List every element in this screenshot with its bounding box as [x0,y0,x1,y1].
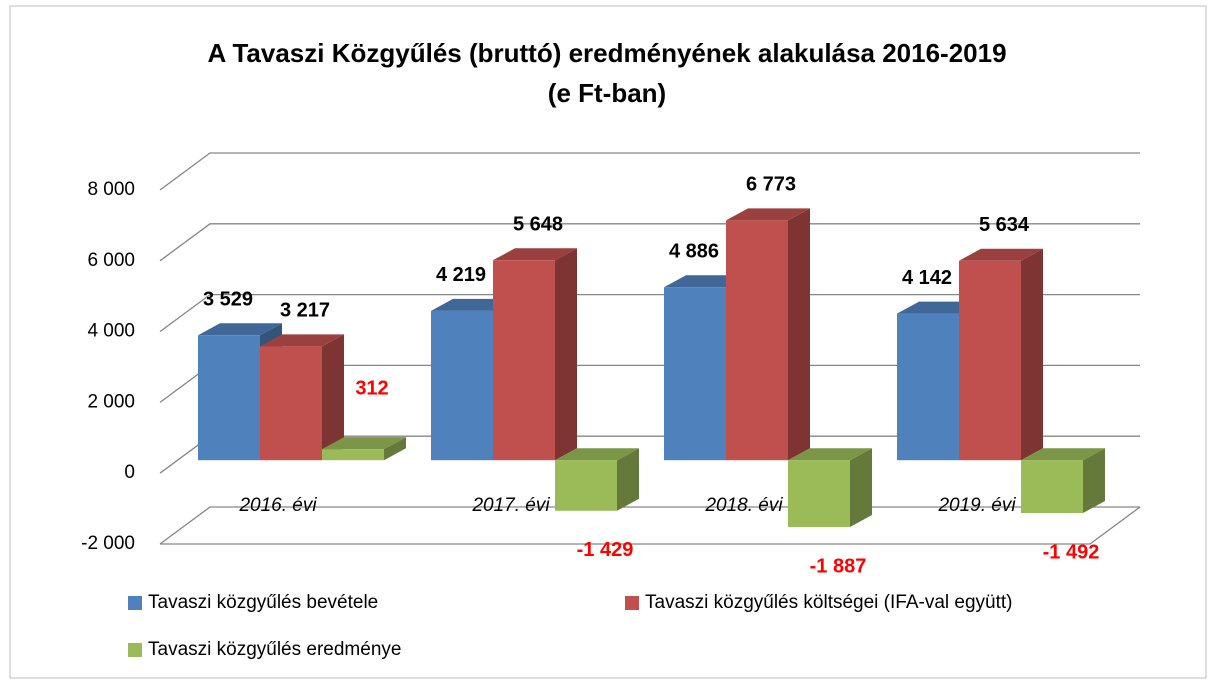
bar-top [322,437,406,450]
data-label: -1 429 [577,539,634,561]
grid-line [159,152,1140,191]
y-tick-label: 6 000 [87,250,135,271]
bar-side [555,248,577,461]
data-label: 5 648 [513,214,563,236]
data-label: 4 219 [436,264,486,286]
data-label: 4 886 [669,241,719,263]
bar-top [260,334,344,347]
bar-side [1021,248,1043,461]
bar [726,220,788,461]
y-tick-label: 4 000 [87,321,135,342]
bar-top [493,248,577,261]
legend-swatch [128,643,142,657]
data-label: 5 634 [979,214,1030,236]
data-label: 3 529 [203,289,253,311]
bar [198,335,260,461]
x-tick-label: 2016. évi [238,495,317,516]
legend-label: Tavaszi közgyűlés eredménye [148,639,401,660]
data-label: -1 887 [810,555,867,577]
bar [431,310,493,461]
legend-label: Tavaszi közgyűlés költségei (IFA-val egy… [645,592,1013,613]
bar [260,346,322,461]
data-label: -1 492 [1043,541,1100,563]
bar-top [726,208,810,221]
legend-swatch [128,596,142,610]
legend-label: Tavaszi közgyűlés bevétele [148,592,378,613]
grid-line [160,506,1141,545]
bar-side [850,448,872,527]
x-tick-label: 2018. évi [704,495,783,516]
bar-side [1083,448,1105,514]
bar-top [1021,448,1105,461]
bar [322,449,384,461]
bar [1021,460,1083,514]
data-label: 3 217 [280,300,330,322]
grid-line [159,293,1140,333]
y-tick-label: 0 [124,462,135,483]
bar-top [788,448,872,461]
data-label: 6 773 [746,174,796,196]
bar-side [617,448,639,511]
bar [897,313,959,461]
x-tick-label: 2017. évi [471,495,550,516]
bar-side [322,334,344,461]
bar-top [198,323,282,336]
bar-top [959,248,1043,261]
bars [198,208,1105,527]
bar-side [788,208,810,461]
bar [959,260,1021,461]
data-label: 4 142 [902,267,952,289]
chart-title: A Tavaszi Közgyűlés (bruttó) eredményéne… [207,38,1006,68]
y-tick-label: -2 000 [81,533,135,554]
legend-swatch [625,596,639,610]
grid-line [159,223,1140,262]
bar [493,260,555,461]
bar-top [555,448,639,461]
data-label: 312 [355,377,388,399]
bar-side [384,437,406,461]
bar [788,460,850,527]
bar [664,287,726,461]
chart-title: (e Ft-ban) [548,78,666,108]
x-tick-label: 2019. évi [937,495,1016,516]
bar [555,460,617,511]
y-tick-label: 8 000 [87,179,135,200]
y-tick-label: 2 000 [87,391,135,412]
